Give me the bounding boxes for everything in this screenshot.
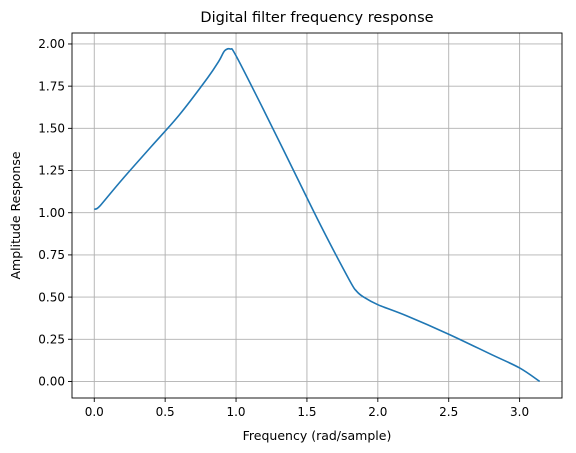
y-tick-label: 1.50 <box>38 122 65 136</box>
x-tick-label: 3.0 <box>510 405 529 419</box>
x-tick-label: 0.0 <box>85 405 104 419</box>
x-tick-label: 1.5 <box>297 405 316 419</box>
y-tick-label: 1.75 <box>38 79 65 93</box>
y-tick-label: 0.75 <box>38 248 65 262</box>
chart-title: Digital filter frequency response <box>200 10 433 26</box>
series-layer <box>94 47 541 383</box>
x-tick-label: 0.5 <box>156 405 175 419</box>
y-axis: 0.00 0.25 0.50 0.75 1.00 1.25 1.50 1.75 2.00 <box>38 37 72 389</box>
y-tick-label: 0.00 <box>38 375 65 389</box>
y-tick-label: 1.25 <box>38 164 65 178</box>
y-tick-label: 1.00 <box>38 206 65 220</box>
y-tick-label: 0.50 <box>38 290 65 304</box>
x-tick-label: 1.0 <box>226 405 245 419</box>
x-axis: 0.0 0.5 1.0 1.5 2.0 2.5 3.0 <box>85 398 529 419</box>
y-tick-label: 2.00 <box>38 37 65 51</box>
x-tick-label: 2.5 <box>439 405 458 419</box>
plot-frame <box>71 32 563 399</box>
x-axis-label: Frequency (rad/sample) <box>243 428 392 443</box>
y-tick-label: 0.25 <box>38 332 65 346</box>
series-line <box>94 47 541 383</box>
y-axis-label: Amplitude Response <box>8 151 23 279</box>
grid <box>72 33 562 398</box>
x-tick-label: 2.0 <box>368 405 387 419</box>
